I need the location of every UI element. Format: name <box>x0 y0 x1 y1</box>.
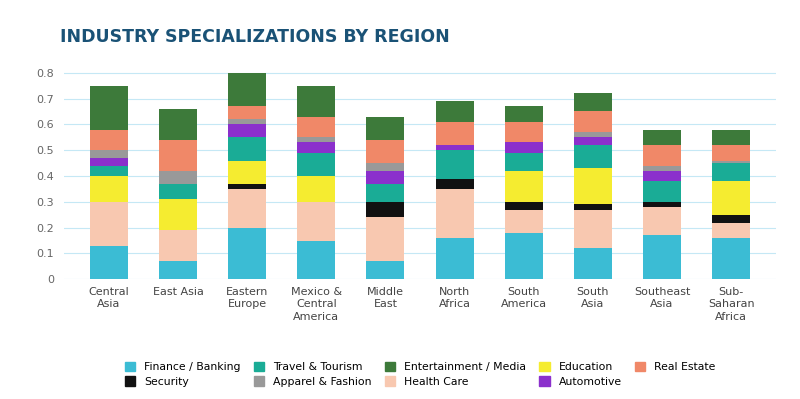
Bar <box>505 202 542 209</box>
Bar <box>298 137 335 142</box>
Bar <box>159 109 197 140</box>
Bar <box>159 184 197 199</box>
Bar <box>298 176 335 202</box>
Bar <box>366 217 405 261</box>
Bar <box>90 158 128 166</box>
Bar <box>435 238 474 279</box>
Bar <box>505 153 542 171</box>
Bar <box>90 86 128 130</box>
Bar <box>228 119 266 124</box>
Bar <box>159 171 197 184</box>
Bar <box>90 166 128 176</box>
Bar <box>228 189 266 228</box>
Bar <box>643 166 681 171</box>
Bar <box>643 130 681 145</box>
Bar <box>90 176 128 202</box>
Bar <box>712 145 750 160</box>
Bar <box>228 137 266 160</box>
Bar <box>574 209 612 248</box>
Bar <box>643 207 681 235</box>
Bar <box>505 233 542 279</box>
Bar <box>643 202 681 207</box>
Bar <box>90 246 128 279</box>
Bar <box>574 145 612 168</box>
Bar <box>712 163 750 181</box>
Bar <box>90 130 128 150</box>
Bar <box>366 184 405 202</box>
Bar <box>298 241 335 279</box>
Bar <box>159 140 197 171</box>
Bar <box>435 179 474 189</box>
Bar <box>435 189 474 238</box>
Bar <box>712 215 750 223</box>
Bar <box>298 86 335 117</box>
Bar <box>574 93 612 111</box>
Bar <box>90 202 128 246</box>
Bar <box>643 145 681 166</box>
Bar <box>298 117 335 137</box>
Bar <box>435 122 474 145</box>
Bar <box>366 171 405 184</box>
Bar <box>366 140 405 163</box>
Bar <box>505 171 542 202</box>
Bar <box>298 202 335 241</box>
Bar <box>712 223 750 238</box>
Bar <box>574 248 612 279</box>
Bar <box>228 160 266 184</box>
Bar <box>574 137 612 145</box>
Bar <box>159 199 197 230</box>
Bar <box>712 238 750 279</box>
Bar <box>574 132 612 137</box>
Bar <box>366 163 405 171</box>
Bar <box>298 153 335 176</box>
Bar <box>159 261 197 279</box>
Bar <box>643 235 681 279</box>
Bar <box>712 181 750 215</box>
Bar <box>643 171 681 181</box>
Bar <box>90 150 128 158</box>
Bar <box>505 106 542 122</box>
Bar <box>298 142 335 153</box>
Bar <box>366 117 405 140</box>
Bar <box>228 106 266 119</box>
Bar <box>435 145 474 150</box>
Bar <box>574 168 612 204</box>
Bar <box>228 73 266 106</box>
Bar <box>435 150 474 179</box>
Bar <box>366 261 405 279</box>
Bar <box>228 184 266 189</box>
Bar <box>643 181 681 202</box>
Bar <box>435 101 474 122</box>
Bar <box>505 209 542 233</box>
Bar <box>159 230 197 261</box>
Bar <box>712 160 750 163</box>
Bar <box>574 111 612 132</box>
Bar <box>505 122 542 142</box>
Bar <box>366 202 405 217</box>
Legend: Finance / Banking, Security, Travel & Tourism, Apparel & Fashion, Entertainment : Finance / Banking, Security, Travel & To… <box>125 361 715 387</box>
Text: INDUSTRY SPECIALIZATIONS BY REGION: INDUSTRY SPECIALIZATIONS BY REGION <box>60 28 450 46</box>
Bar <box>505 142 542 153</box>
Bar <box>228 228 266 279</box>
Bar <box>228 124 266 137</box>
Bar <box>574 204 612 209</box>
Bar <box>712 130 750 145</box>
